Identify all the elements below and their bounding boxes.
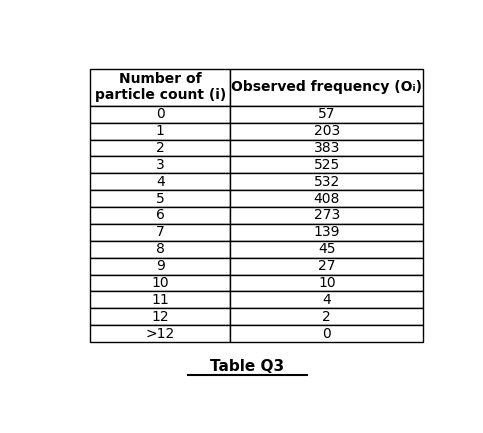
Bar bbox=[90, 224, 230, 241]
Bar bbox=[230, 224, 424, 241]
Text: 0: 0 bbox=[323, 326, 331, 341]
Text: 1: 1 bbox=[156, 124, 165, 138]
Text: 532: 532 bbox=[314, 174, 340, 189]
Bar bbox=[90, 106, 230, 123]
Text: 7: 7 bbox=[156, 225, 165, 239]
Bar bbox=[90, 123, 230, 139]
Text: Table Q3: Table Q3 bbox=[211, 359, 284, 374]
Bar bbox=[90, 291, 230, 308]
Text: 11: 11 bbox=[151, 293, 169, 307]
Bar bbox=[230, 325, 424, 342]
Text: Observed frequency (Oᵢ): Observed frequency (Oᵢ) bbox=[231, 80, 422, 94]
Text: 10: 10 bbox=[318, 276, 336, 290]
Text: 12: 12 bbox=[152, 310, 169, 324]
Text: >12: >12 bbox=[146, 326, 175, 341]
Bar bbox=[230, 308, 424, 325]
Bar bbox=[90, 325, 230, 342]
Text: 203: 203 bbox=[314, 124, 340, 138]
Bar bbox=[230, 156, 424, 173]
Bar bbox=[90, 241, 230, 258]
Bar bbox=[90, 139, 230, 156]
Text: 408: 408 bbox=[313, 191, 340, 206]
Bar bbox=[90, 258, 230, 275]
Text: 27: 27 bbox=[318, 259, 336, 273]
Text: 273: 273 bbox=[314, 208, 340, 223]
Text: 45: 45 bbox=[318, 242, 336, 256]
Text: 2: 2 bbox=[156, 141, 165, 155]
Bar bbox=[230, 291, 424, 308]
Text: 4: 4 bbox=[156, 174, 165, 189]
Bar bbox=[90, 275, 230, 291]
Bar bbox=[230, 258, 424, 275]
Bar bbox=[90, 69, 230, 106]
Bar bbox=[230, 69, 424, 106]
Text: 3: 3 bbox=[156, 158, 165, 172]
Bar bbox=[90, 156, 230, 173]
Text: 525: 525 bbox=[314, 158, 340, 172]
Bar bbox=[90, 190, 230, 207]
Text: 10: 10 bbox=[152, 276, 169, 290]
Text: 5: 5 bbox=[156, 191, 165, 206]
Bar bbox=[90, 308, 230, 325]
Text: 383: 383 bbox=[313, 141, 340, 155]
Text: 4: 4 bbox=[323, 293, 331, 307]
Bar bbox=[90, 207, 230, 224]
Bar bbox=[230, 275, 424, 291]
Bar bbox=[230, 139, 424, 156]
Text: 2: 2 bbox=[323, 310, 331, 324]
Text: 8: 8 bbox=[156, 242, 165, 256]
Text: Number of
particle count (i): Number of particle count (i) bbox=[95, 72, 226, 102]
Bar bbox=[230, 241, 424, 258]
Bar bbox=[230, 190, 424, 207]
Text: 139: 139 bbox=[313, 225, 340, 239]
Bar bbox=[230, 106, 424, 123]
Bar bbox=[230, 207, 424, 224]
Text: 6: 6 bbox=[156, 208, 165, 223]
Bar bbox=[90, 173, 230, 190]
Text: 9: 9 bbox=[156, 259, 165, 273]
Text: 0: 0 bbox=[156, 107, 165, 121]
Bar bbox=[230, 123, 424, 139]
Text: 57: 57 bbox=[318, 107, 336, 121]
Bar bbox=[230, 173, 424, 190]
